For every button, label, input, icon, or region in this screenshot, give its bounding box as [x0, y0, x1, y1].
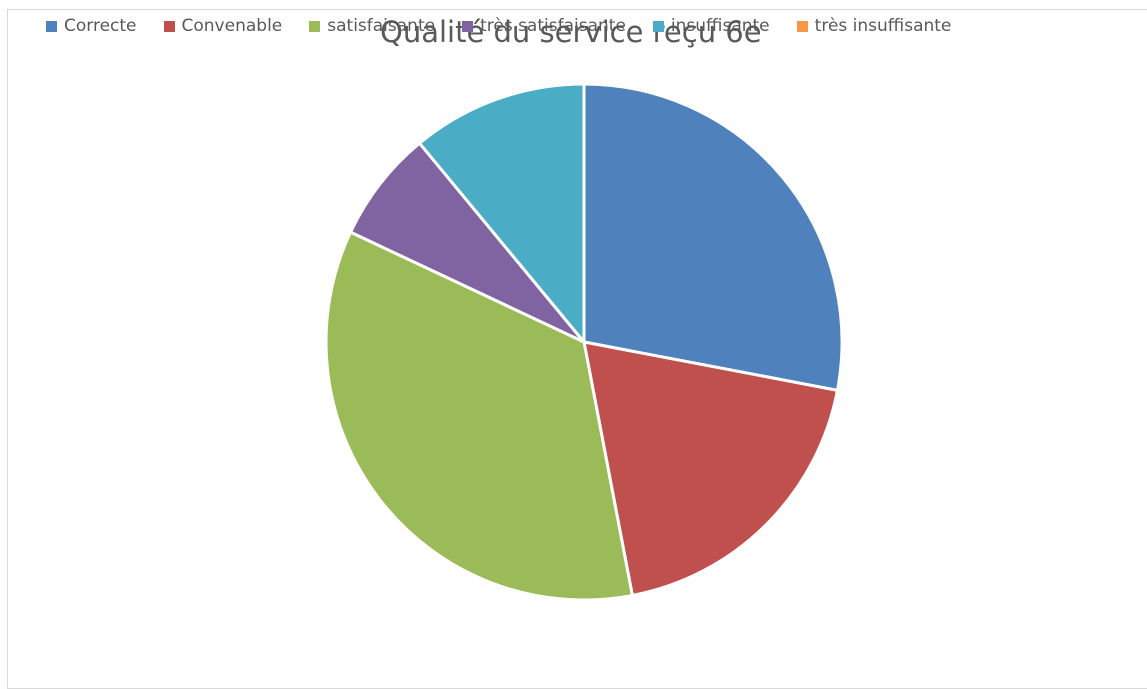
legend-label: Correcte — [64, 16, 137, 36]
legend-label: Convenable — [181, 16, 283, 36]
chart-title: Qualité du service reçu 6e — [380, 15, 762, 49]
legend-item-tres-insuffisante: très insuffisante — [796, 16, 952, 36]
legend-item-tres-satisfaisante: très satisfaisante — [462, 16, 626, 36]
legend-swatch-icon — [163, 20, 175, 32]
pie-slice-tr-s-satisfaisante — [349, 141, 586, 344]
legend-item-satisfaisante: satisfaisante — [309, 16, 435, 36]
legend-swatch-icon — [652, 20, 664, 32]
pie-slice-insuffisante — [418, 82, 586, 344]
legend-swatch-icon — [46, 20, 57, 32]
legend-label: insuffisante — [670, 16, 770, 36]
legend-label: très satisfaisante — [480, 16, 626, 36]
legend-item-correcte: Correcte — [46, 16, 137, 36]
legend-swatch-icon — [309, 20, 321, 32]
legend-label: très insuffisante — [814, 16, 952, 36]
pie-slice-satisfaisante — [324, 230, 634, 602]
legend-item-convenable: Convenable — [163, 16, 283, 36]
legend-item-insuffisante: insuffisante — [652, 16, 770, 36]
legend-label: satisfaisante — [327, 16, 436, 36]
legend-swatch-icon — [796, 20, 808, 32]
chart-legend: Correcte Convenable satisfaisante très s… — [46, 15, 978, 37]
pie-slice-convenable — [582, 340, 839, 597]
pie-slice-correcte — [582, 82, 844, 392]
legend-swatch-icon — [462, 20, 474, 32]
